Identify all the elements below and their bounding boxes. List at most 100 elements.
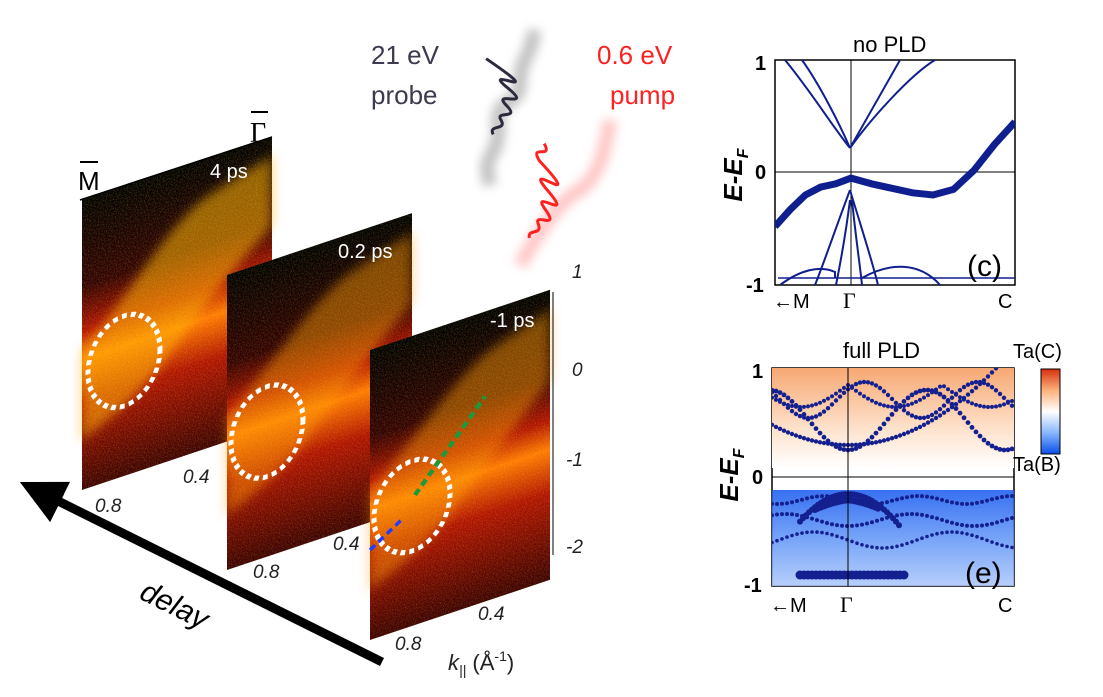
band-dot — [973, 379, 979, 385]
band-dot — [921, 387, 927, 393]
band-dot — [866, 396, 870, 401]
band-dot — [886, 404, 890, 409]
band-dot — [870, 545, 874, 549]
band-dot — [890, 545, 894, 550]
band-dot — [818, 400, 822, 405]
band-dot — [1010, 399, 1014, 403]
band-dot — [781, 392, 787, 398]
band-dot — [797, 413, 803, 419]
band-dot — [909, 392, 915, 398]
band-dot — [997, 391, 1003, 397]
band-dot — [801, 415, 807, 420]
band-dot — [814, 402, 818, 407]
band-dot — [822, 398, 826, 403]
band-dot — [938, 384, 942, 389]
band-dot — [969, 389, 975, 394]
band-dot — [985, 382, 991, 387]
band-dot — [957, 388, 963, 393]
band-dot — [966, 399, 970, 404]
band-dot — [1002, 402, 1006, 407]
band-dot — [855, 523, 859, 528]
x-tick: ←M — [773, 291, 810, 313]
band-dot — [865, 441, 871, 446]
band-dot — [937, 413, 943, 418]
band-dot — [790, 404, 794, 408]
band-dot — [960, 501, 964, 506]
band-dot — [885, 500, 889, 505]
band-dot — [885, 437, 891, 442]
band-dot — [817, 430, 823, 436]
band-dot — [810, 495, 814, 500]
thick-band — [775, 119, 1015, 229]
band-dot — [893, 400, 899, 406]
band-dot — [918, 397, 922, 402]
band-dot — [820, 530, 824, 535]
band-dot — [840, 536, 844, 540]
band-dot — [913, 390, 919, 395]
band-dot — [773, 393, 779, 399]
band-dot — [910, 512, 914, 516]
band-dot — [945, 519, 949, 524]
band-dot — [772, 390, 775, 395]
band-dot — [955, 530, 959, 534]
band-dot — [985, 522, 989, 527]
band-dot — [820, 519, 824, 524]
band-dot — [861, 379, 867, 385]
band-dot — [960, 531, 964, 535]
band-dot — [905, 395, 911, 401]
band-dot — [986, 405, 990, 409]
band-dot — [960, 523, 964, 527]
band-dot — [973, 429, 979, 435]
highlight-ellipse — [85, 311, 163, 411]
arpes-panel-m1ps — [368, 289, 550, 640]
band-dot — [905, 411, 911, 416]
pump-energy-label: 0.6 eV — [597, 40, 673, 70]
band-dot — [853, 442, 859, 447]
band-dot — [810, 530, 814, 534]
band-dot — [915, 538, 919, 542]
band-dot — [849, 442, 855, 448]
band-dot — [806, 404, 810, 409]
band-dot — [841, 390, 847, 395]
x-tick: Γ — [840, 592, 853, 617]
band-dot — [850, 523, 854, 528]
band-dot — [989, 370, 995, 375]
band-dot — [860, 522, 864, 527]
band-dot — [995, 542, 999, 546]
band-dot — [930, 495, 934, 500]
band-dot — [895, 497, 899, 502]
band-dot — [905, 495, 909, 500]
band-dot — [985, 440, 991, 446]
band-dot — [809, 438, 815, 443]
band-dot — [829, 402, 835, 407]
band-dot — [945, 530, 949, 534]
band-dot — [995, 496, 999, 501]
plot-e-title: full PLD — [843, 338, 920, 363]
band-dot — [875, 518, 879, 523]
point-gamma-label: Γ — [250, 118, 266, 149]
band-dot — [978, 403, 982, 408]
band-dot — [825, 531, 829, 536]
band-dot — [865, 544, 869, 548]
band-dot — [1000, 518, 1004, 523]
band-dot — [772, 422, 775, 427]
band-dot — [834, 391, 838, 396]
band-dot — [941, 394, 947, 400]
band-dot — [915, 512, 919, 517]
x-tick: ←M — [770, 595, 807, 617]
band-dot — [853, 381, 859, 387]
band-dot — [881, 438, 887, 443]
band-dot — [858, 391, 862, 396]
band-dot — [833, 398, 839, 403]
band-dot — [794, 404, 798, 409]
band-dot — [793, 433, 799, 438]
band-dot — [896, 522, 902, 529]
band-dot — [965, 523, 969, 528]
band-dots — [772, 353, 1014, 580]
band-dot — [935, 531, 939, 536]
band-dot — [778, 399, 782, 404]
band-dot — [994, 404, 998, 409]
band-dot — [1006, 353, 1010, 357]
band-dot — [989, 385, 995, 390]
